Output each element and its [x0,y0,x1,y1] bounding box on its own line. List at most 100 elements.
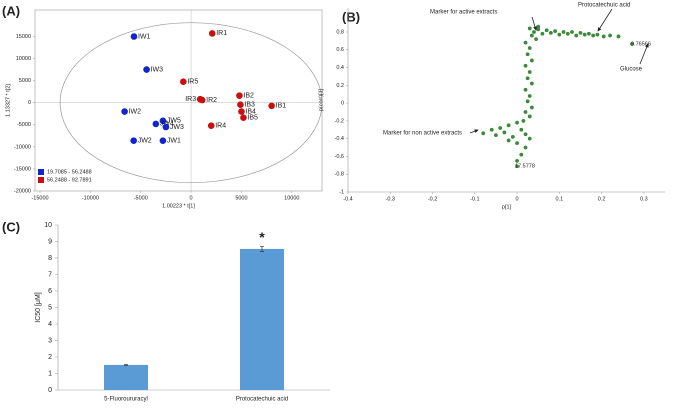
point [515,141,519,146]
y-tick-label: -1 [339,189,344,195]
panel-title: (B) [342,9,360,24]
point [527,136,532,141]
annotation: Marker for active extracts [430,10,497,16]
point [515,120,519,125]
x-tick-label: -0.1 [470,196,479,202]
point [523,110,528,114]
point [587,31,591,36]
x-tick-label: 0.1 [556,196,564,202]
point-label: IW1 [138,33,151,40]
annotation: 17.5778 [515,163,535,169]
point [519,152,524,157]
y-tick-label: -0.6 [335,154,344,160]
point [536,24,541,29]
point [523,132,528,137]
point [237,101,244,108]
point [519,127,524,132]
point [198,96,206,104]
point [565,31,570,36]
point [616,34,621,39]
point-label: IB3 [244,102,255,109]
legend-swatch [38,169,44,175]
x-tick-label: -15000 [31,195,48,201]
point [506,138,511,143]
arrow [469,129,479,134]
point [236,92,243,99]
point [159,137,167,144]
plot-frame [34,9,323,192]
y-tick-label: -0.4 [335,136,344,142]
point-label: JW5 [167,118,181,125]
y-axis-label: IC50 [μM] [35,292,42,323]
y-tick-label: 0 [28,100,31,106]
point [506,123,511,128]
point [601,34,606,39]
point [502,130,507,135]
y-tick-label: -0.2 [335,118,344,124]
point [529,105,534,110]
x-tick-label: -10000 [82,195,99,201]
panel-title: (A) [2,3,20,18]
point [523,63,528,68]
annotation: 9.76566 [631,41,651,47]
point [544,28,549,33]
point [527,114,532,119]
annotation: Marker for non active extracts [383,131,462,137]
point [523,145,528,150]
point [570,30,574,34]
x-tick-label: 0 [516,196,519,202]
point [207,122,215,129]
point [608,33,612,38]
y-tick-label: 0.8 [336,29,344,35]
point-label: IB1 [276,103,287,110]
point-label: JW3 [170,124,184,131]
point [525,99,530,104]
point [574,33,579,38]
x-tick-label: 0.3 [640,196,648,202]
y-tick-label: -0.8 [335,172,344,178]
point-label: IW3 [151,66,164,73]
point [498,126,503,130]
point [521,118,526,123]
point [582,32,587,37]
x-axis-label: 1.00223 * t[1] [162,203,195,209]
x-tick-label: -0.4 [343,196,352,202]
y-tick-label: 0.2 [336,83,344,89]
point-label: JW1 [167,138,181,145]
point [489,127,494,132]
y-axis-label: 1.13327 * t[2] [5,84,11,117]
y-tick-label: 15000 [16,34,31,40]
y-tick-label: 5 [48,304,52,311]
legend-label: 56.2488 - 92.7891 [47,177,92,183]
point [595,32,600,37]
y-tick-label: 10 [44,222,52,229]
y-tick-label: 0.4 [336,65,344,71]
point [523,40,528,45]
point [515,158,519,163]
point [180,78,187,85]
point [591,33,596,38]
point [481,131,486,136]
point [523,87,528,92]
error-bar [124,364,128,366]
point-label: IR4 [215,123,226,130]
x-tick-label: -5000 [134,195,148,201]
y-tick-label: 2 [48,354,52,361]
bar [240,248,284,390]
y-tick-label: 10000 [16,56,31,62]
point [553,29,558,34]
point [532,30,536,34]
point [162,123,170,131]
y-tick-label: 0.6 [336,47,344,53]
point [540,31,545,36]
x-tick-label: 5000 [235,195,247,201]
point-label: IR5 [187,78,198,85]
y-tick-label: -5000 [17,122,31,128]
point [527,46,532,50]
arrow [639,43,649,65]
x-tick-label: 0 [190,195,193,201]
point [515,164,519,169]
y-tick-label: 1 [48,370,52,377]
y-tick-label: 0 [48,387,52,394]
